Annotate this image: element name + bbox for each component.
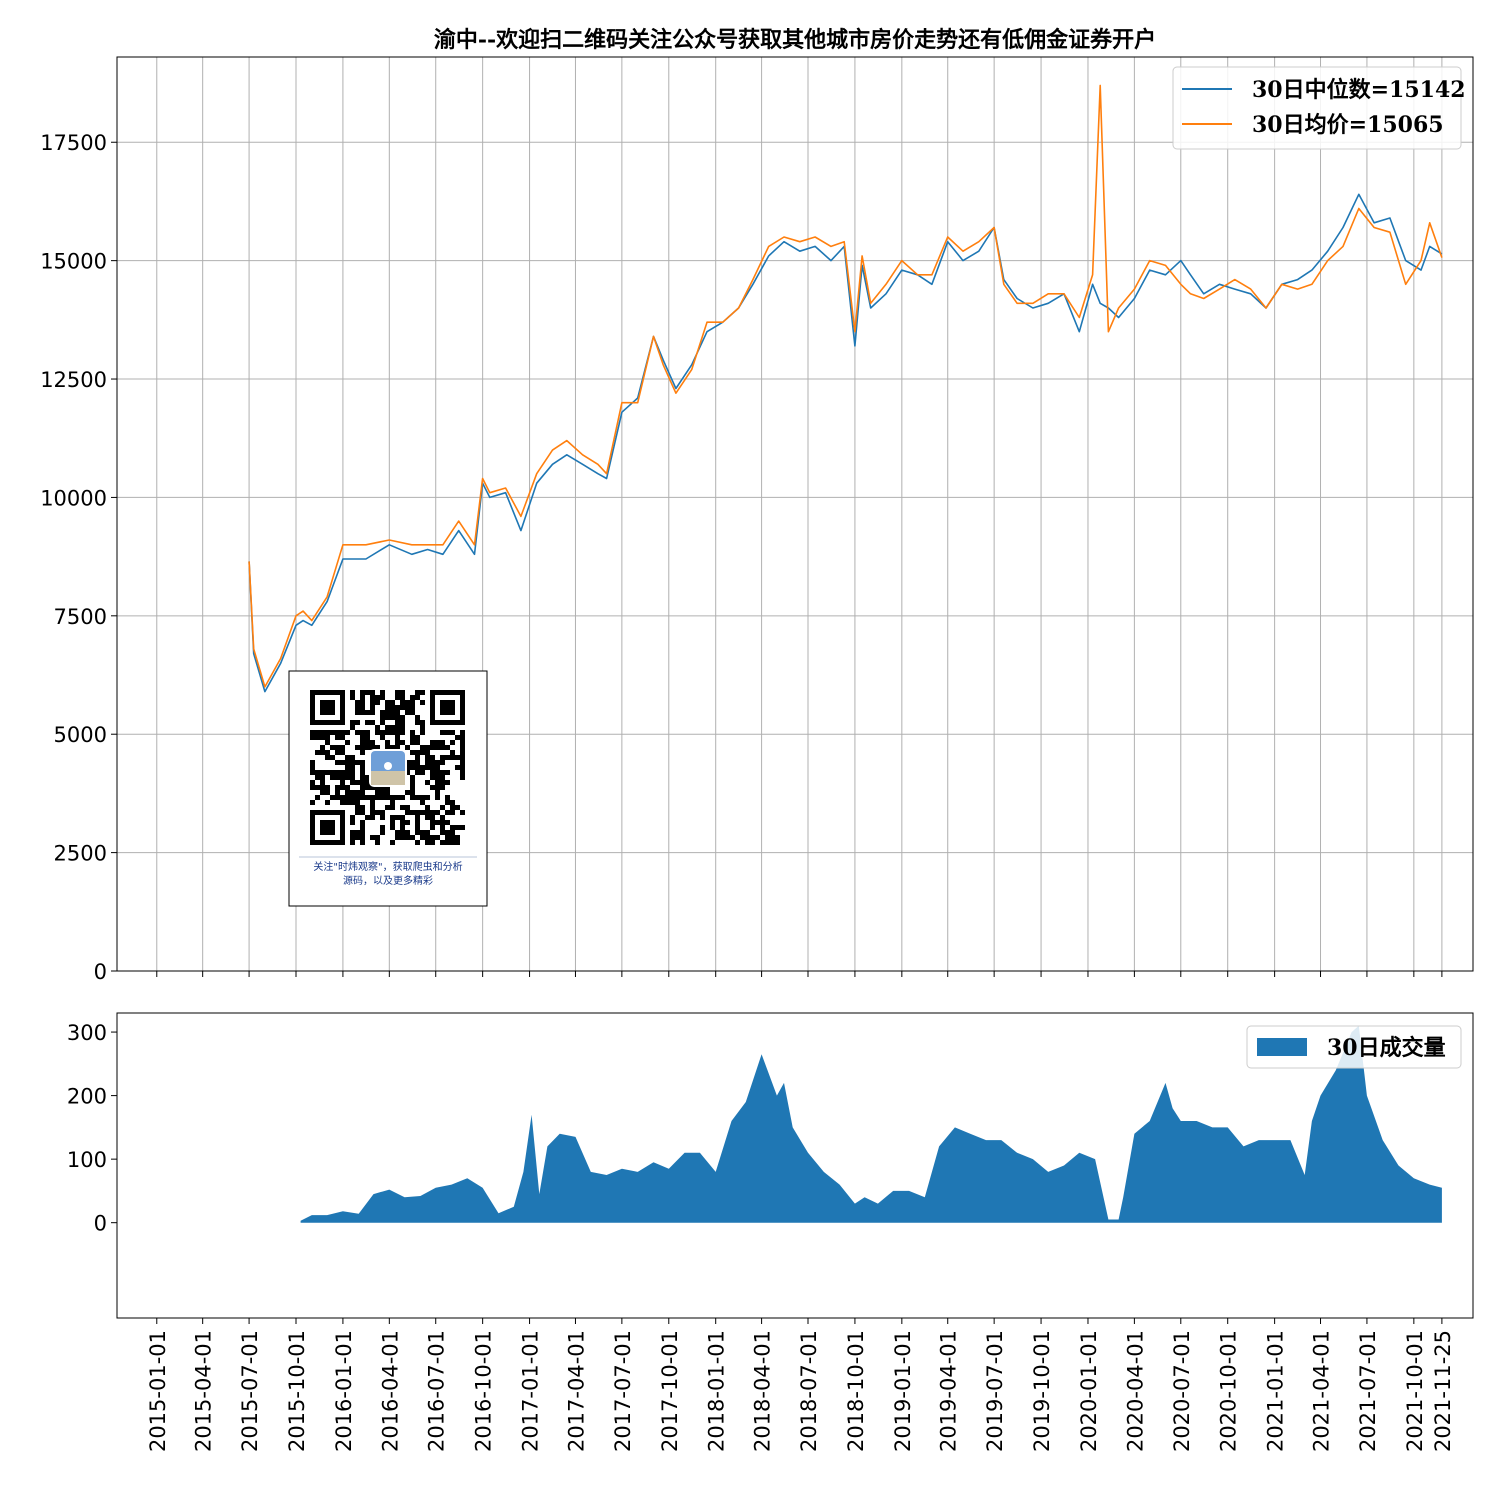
qr-card: 关注"时炜观察"，获取爬虫和分析 源码，以及更多精彩 <box>288 670 488 907</box>
top-legend: 30日中位数=15142 30日均价=15065 <box>1172 66 1466 150</box>
top-y-tick-label: 0 <box>94 960 107 984</box>
top-y-tick-label: 2500 <box>54 842 107 866</box>
top-x-ticks <box>156 971 1443 977</box>
qr-caption-line1: 关注"时炜观察"，获取爬虫和分析 <box>313 860 462 873</box>
top-y-tick-label: 5000 <box>54 723 107 747</box>
bottom-volume-area <box>300 1025 1442 1223</box>
top-y-tick-label: 17500 <box>40 131 107 155</box>
top-y-tick-label: 7500 <box>54 605 107 629</box>
top-y-tick-label: 12500 <box>40 368 107 392</box>
x-tick-label: 2016-04-01 <box>378 1330 402 1452</box>
legend-label-average: 30日均价=15065 <box>1252 112 1444 138</box>
x-tick-label: 2019-04-01 <box>937 1330 961 1452</box>
volume-area <box>300 1025 1442 1223</box>
x-tick-label: 2018-01-01 <box>705 1330 729 1452</box>
bottom-y-tick-label: 0 <box>94 1212 107 1236</box>
x-tick-label: 2018-10-01 <box>844 1330 868 1452</box>
x-tick-label: 2016-07-01 <box>425 1330 449 1452</box>
qr-caption-line2: 源码，以及更多精彩 <box>343 874 433 887</box>
x-tick-label: 2020-10-01 <box>1217 1330 1241 1452</box>
series-line-average <box>248 84 1443 688</box>
x-tick-label: 2021-01-01 <box>1264 1330 1288 1452</box>
series-line-median <box>248 193 1443 693</box>
x-tick-label: 2017-01-01 <box>519 1330 543 1452</box>
legend-label-median: 30日中位数=15142 <box>1252 77 1466 103</box>
x-tick-label: 2020-01-01 <box>1077 1330 1101 1452</box>
x-tick-label: 2019-10-01 <box>1030 1330 1054 1452</box>
x-tick-label: 2017-10-01 <box>658 1330 682 1452</box>
qr-code-image <box>310 690 465 845</box>
legend-box-volume <box>1246 1025 1462 1069</box>
bottom-y-tick-label: 100 <box>67 1148 107 1172</box>
bottom-y-ticks: 0 100 200 300 <box>67 1021 117 1236</box>
x-tick-label: 2015-01-01 <box>146 1330 170 1452</box>
x-tick-label: 2015-04-01 <box>192 1330 216 1452</box>
x-tick-label: 2019-07-01 <box>983 1330 1007 1452</box>
x-tick-label: 2015-07-01 <box>238 1330 262 1452</box>
x-tick-label: 2021-11-25 <box>1431 1330 1455 1452</box>
x-tick-label: 2017-04-01 <box>564 1330 588 1452</box>
chart-title: 渝中--欢迎扫二维码关注公众号获取其他城市房价走势还有低佣金证券开户 <box>434 27 1156 53</box>
x-tick-label: 2020-07-01 <box>1170 1330 1194 1452</box>
top-y-tick-label: 10000 <box>40 486 107 510</box>
x-tick-label: 2020-04-01 <box>1123 1330 1147 1452</box>
x-tick-label: 2021-10-01 <box>1403 1330 1427 1452</box>
qr-avatar-beach <box>371 771 405 785</box>
bottom-y-tick-label: 200 <box>67 1085 107 1109</box>
top-series-lines <box>248 84 1443 693</box>
legend-box <box>1172 66 1462 150</box>
x-tick-label: 2019-01-01 <box>891 1330 915 1452</box>
bottom-plot-frame <box>116 1012 1474 1319</box>
x-tick-label: 2021-07-01 <box>1356 1330 1380 1452</box>
top-y-ticks: 0 2500 5000 7500 10000 12500 15000 17500 <box>40 131 117 984</box>
x-tick-label: 2018-04-01 <box>751 1330 775 1452</box>
top-plot-frame <box>116 56 1474 972</box>
x-tick-label: 2016-01-01 <box>332 1330 356 1452</box>
legend-label-volume: 30日成交量 <box>1327 1035 1446 1061</box>
bottom-x-ticks: 2015-01-01 2015-04-01 2015-07-01 2015-10-01… <box>146 1318 1455 1452</box>
bottom-legend: 30日成交量 <box>1246 1025 1462 1069</box>
legend-marker-volume <box>1257 1038 1307 1056</box>
bottom-y-tick-label: 300 <box>67 1021 107 1045</box>
qr-avatar-figure <box>384 762 392 770</box>
x-tick-label: 2018-07-01 <box>797 1330 821 1452</box>
x-tick-label: 2016-10-01 <box>472 1330 496 1452</box>
x-tick-label: 2015-10-01 <box>285 1330 309 1452</box>
x-tick-label: 2017-07-01 <box>611 1330 635 1452</box>
x-tick-label: 2021-04-01 <box>1310 1330 1334 1452</box>
top-y-tick-label: 15000 <box>40 250 107 274</box>
